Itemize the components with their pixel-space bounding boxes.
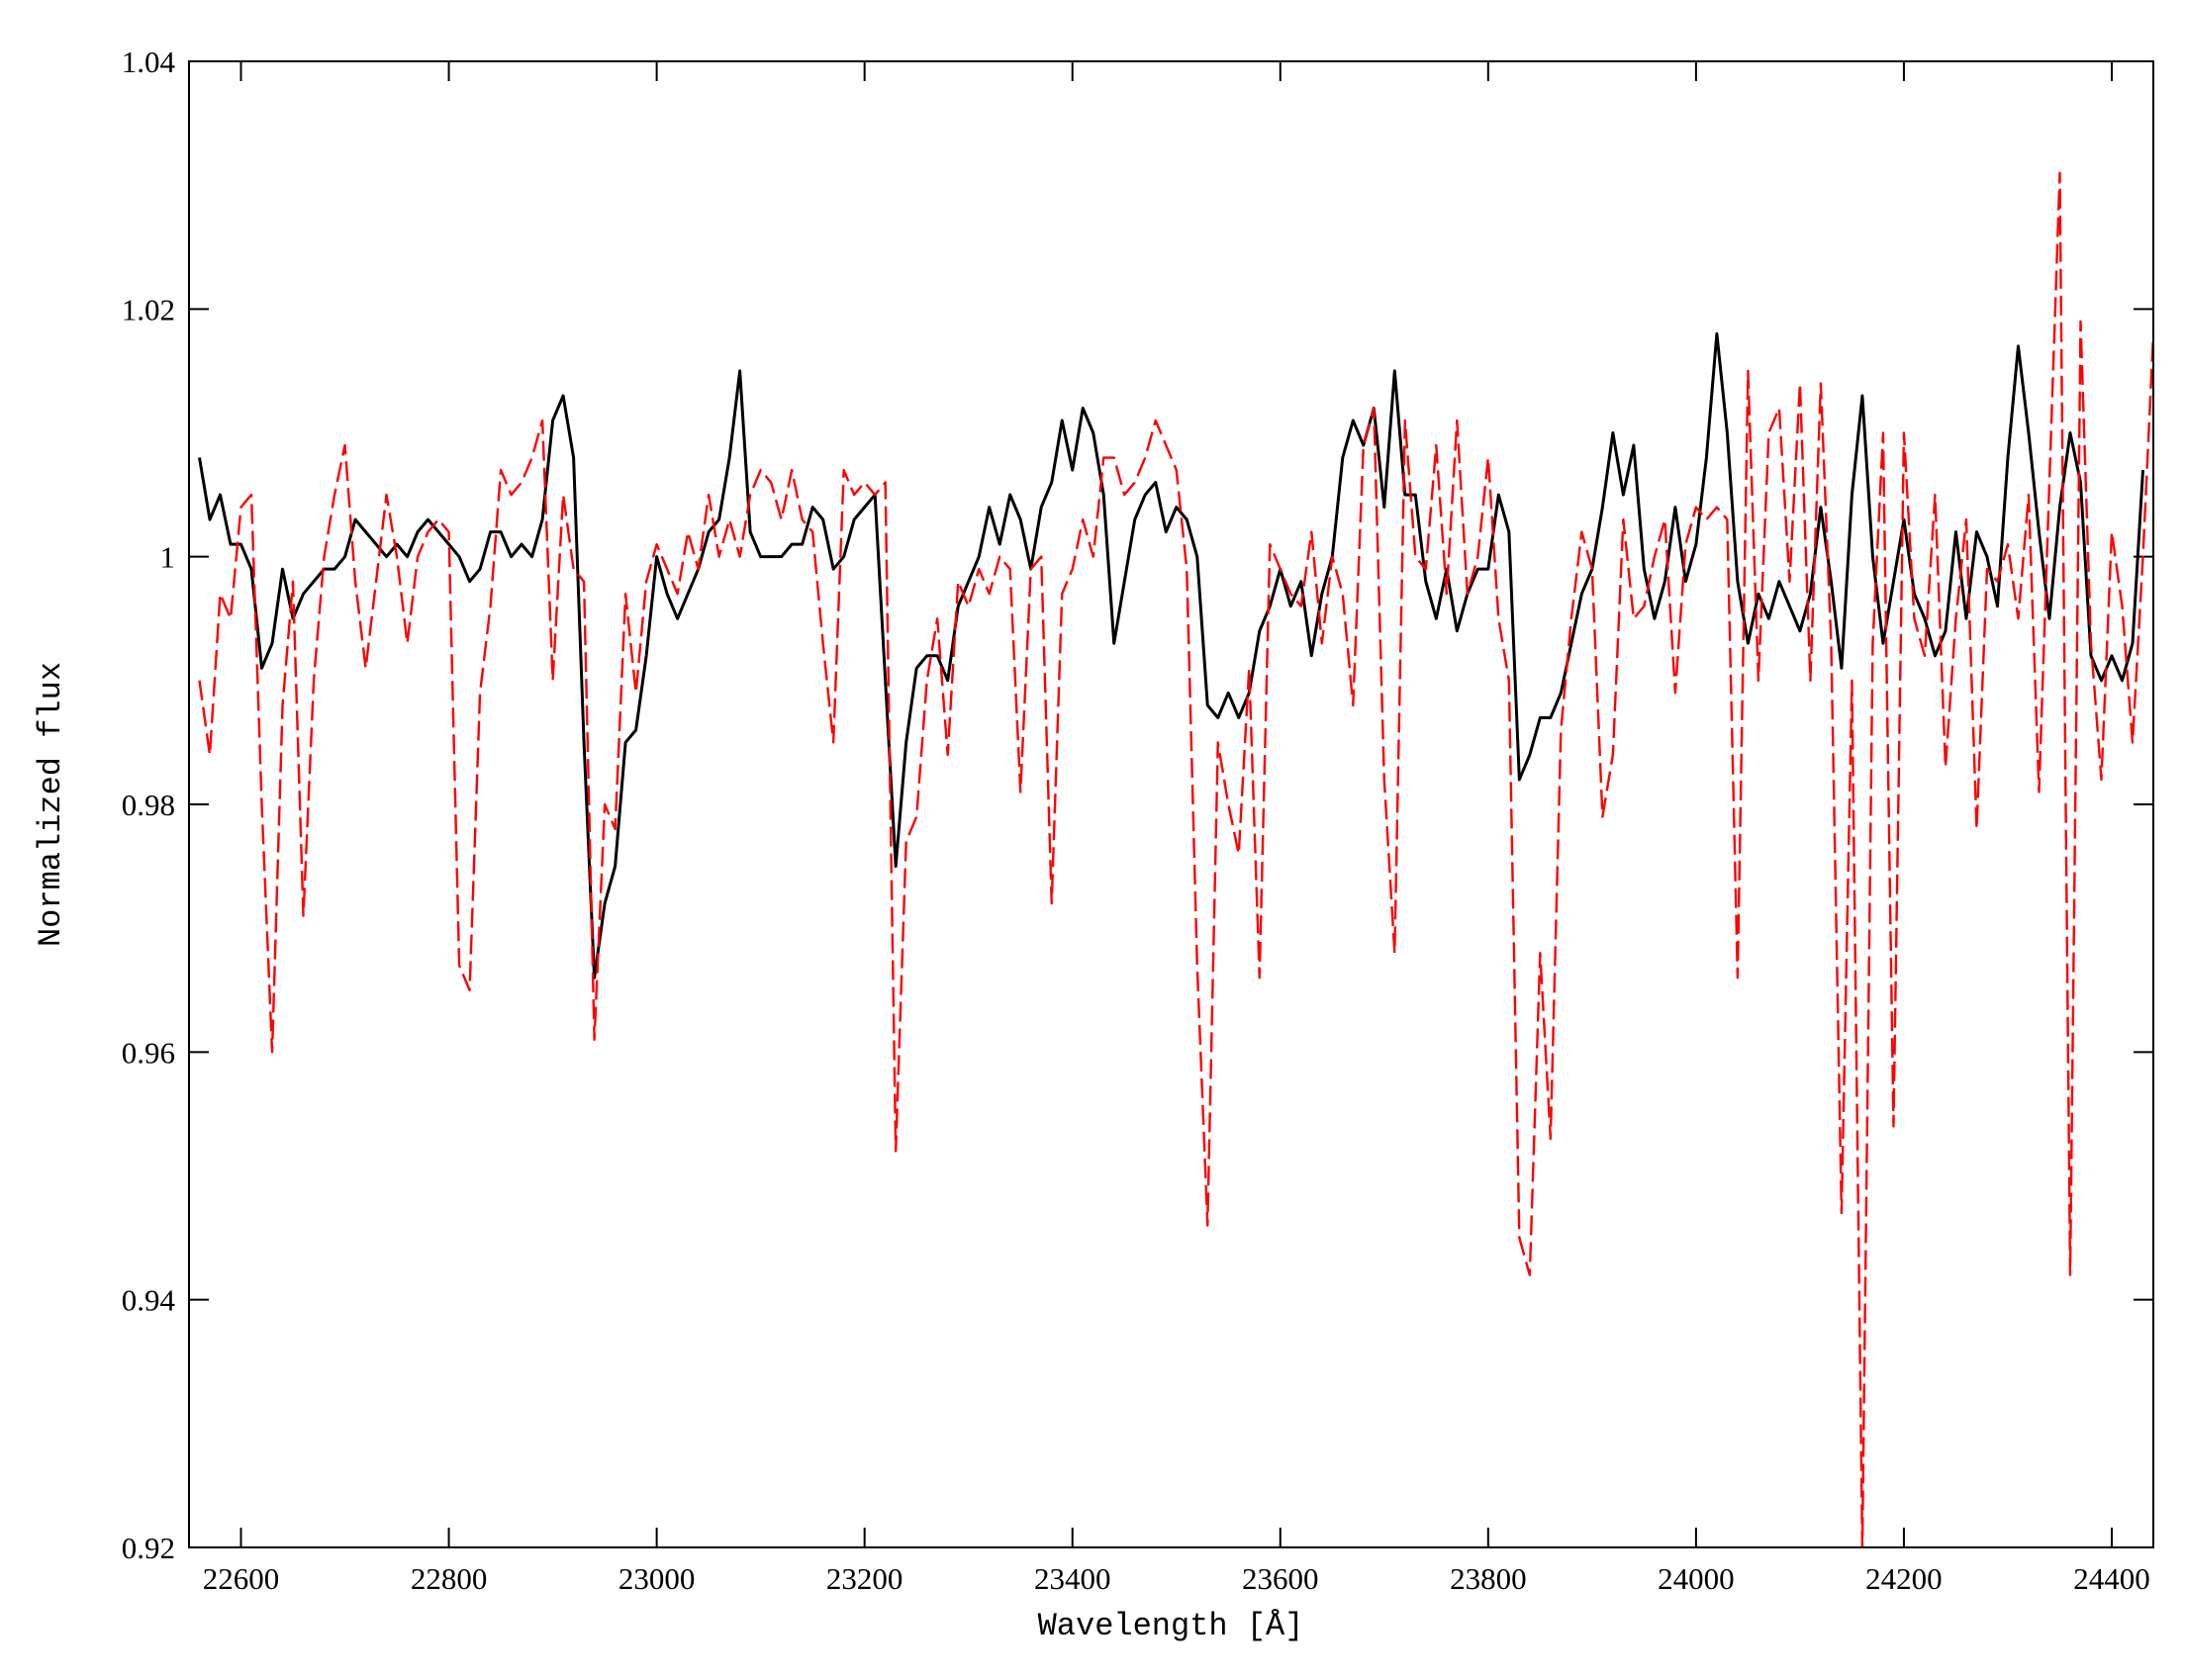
x-tick-label: 24400 bbox=[2073, 1561, 2150, 1596]
y-axis-title: Normalized flux bbox=[33, 662, 69, 947]
y-tick-label: 0.96 bbox=[122, 1035, 175, 1070]
plot-frame bbox=[188, 60, 2154, 1548]
x-tick-label: 23600 bbox=[1242, 1561, 1319, 1596]
series-line bbox=[198, 171, 2153, 1547]
y-tick-label: 0.94 bbox=[122, 1283, 176, 1318]
series-line bbox=[198, 331, 2144, 980]
x-tick-label: 23400 bbox=[1034, 1561, 1111, 1596]
y-tick-label: 1.02 bbox=[122, 292, 175, 327]
y-tick-label: 0.92 bbox=[122, 1531, 175, 1565]
y-tick-label: 0.98 bbox=[122, 788, 175, 822]
x-tick-label: 24200 bbox=[1865, 1561, 1943, 1596]
x-tick-label: 23000 bbox=[618, 1561, 696, 1596]
x-tick-label: 22800 bbox=[411, 1561, 488, 1596]
y-tick-label: 1 bbox=[160, 540, 176, 575]
x-tick-label: 22600 bbox=[203, 1561, 280, 1596]
x-tick-label: 24000 bbox=[1658, 1561, 1735, 1596]
y-tick-label: 1.04 bbox=[122, 45, 176, 79]
x-axis-title: Wavelength [Å] bbox=[1038, 1608, 1304, 1644]
x-tick-label: 23800 bbox=[1450, 1561, 1527, 1596]
x-tick-label: 23200 bbox=[826, 1561, 903, 1596]
